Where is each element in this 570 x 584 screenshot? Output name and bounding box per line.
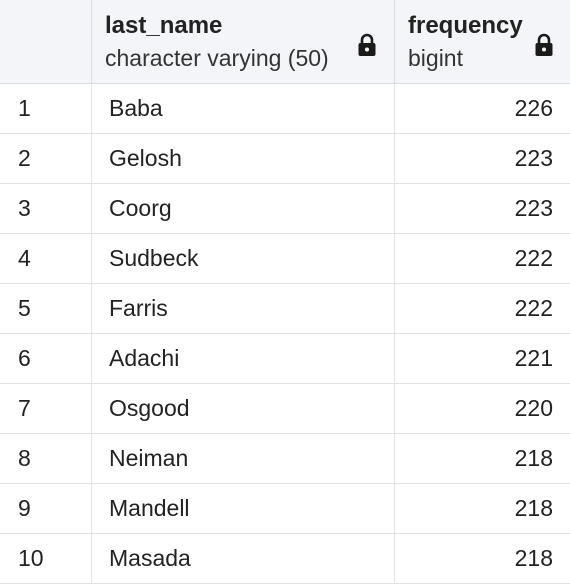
cell-frequency[interactable]: 218	[514, 545, 553, 571]
row-number-header[interactable]	[0, 0, 92, 83]
table-row[interactable]: 1 Baba 226	[0, 84, 570, 134]
cell-last-name[interactable]: Neiman	[92, 434, 395, 483]
row-number[interactable]: 1	[0, 84, 92, 133]
cell-last-name[interactable]: Coorg	[92, 184, 395, 233]
cell-last-name[interactable]: Masada	[92, 534, 395, 583]
table-row[interactable]: 3 Coorg 223	[0, 184, 570, 234]
cell-frequency[interactable]: 223	[514, 145, 553, 171]
cell-last-name[interactable]: Gelosh	[92, 134, 395, 183]
cell-frequency[interactable]: 221	[514, 345, 553, 371]
lock-icon	[535, 33, 553, 56]
table-row[interactable]: 5 Farris 222	[0, 284, 570, 334]
header-row: last_name character varying (50) frequen…	[0, 0, 570, 84]
table-row[interactable]: 6 Adachi 221	[0, 334, 570, 384]
cell-frequency[interactable]: 220	[514, 395, 553, 421]
column-name: last_name	[105, 12, 223, 39]
row-number[interactable]: 2	[0, 134, 92, 183]
cell-frequency[interactable]: 222	[514, 295, 553, 321]
cell-frequency[interactable]: 218	[514, 495, 553, 521]
row-number[interactable]: 6	[0, 334, 92, 383]
row-number[interactable]: 9	[0, 484, 92, 533]
cell-last-name[interactable]: Adachi	[92, 334, 395, 383]
table-row[interactable]: 2 Gelosh 223	[0, 134, 570, 184]
column-header-frequency[interactable]: frequency bigint	[395, 0, 570, 83]
cell-frequency[interactable]: 223	[514, 195, 553, 221]
row-number[interactable]: 3	[0, 184, 92, 233]
table-row[interactable]: 10 Masada 218	[0, 534, 570, 584]
cell-last-name[interactable]: Osgood	[92, 384, 395, 433]
column-header-last-name[interactable]: last_name character varying (50)	[92, 0, 395, 83]
cell-last-name[interactable]: Sudbeck	[92, 234, 395, 283]
cell-last-name[interactable]: Mandell	[92, 484, 395, 533]
column-type: bigint	[408, 45, 463, 71]
cell-last-name[interactable]: Farris	[92, 284, 395, 333]
lock-icon	[358, 33, 376, 56]
cell-last-name[interactable]: Baba	[92, 84, 395, 133]
column-name: frequency	[408, 12, 523, 39]
table-row[interactable]: 7 Osgood 220	[0, 384, 570, 434]
row-number[interactable]: 7	[0, 384, 92, 433]
row-number[interactable]: 4	[0, 234, 92, 283]
cell-frequency[interactable]: 226	[514, 95, 553, 121]
row-number[interactable]: 5	[0, 284, 92, 333]
row-number[interactable]: 8	[0, 434, 92, 483]
table-row[interactable]: 8 Neiman 218	[0, 434, 570, 484]
table-row[interactable]: 4 Sudbeck 222	[0, 234, 570, 284]
row-number[interactable]: 10	[0, 534, 92, 583]
table-row[interactable]: 9 Mandell 218	[0, 484, 570, 534]
cell-frequency[interactable]: 222	[514, 245, 553, 271]
column-type: character varying (50)	[105, 45, 329, 71]
cell-frequency[interactable]: 218	[514, 445, 553, 471]
